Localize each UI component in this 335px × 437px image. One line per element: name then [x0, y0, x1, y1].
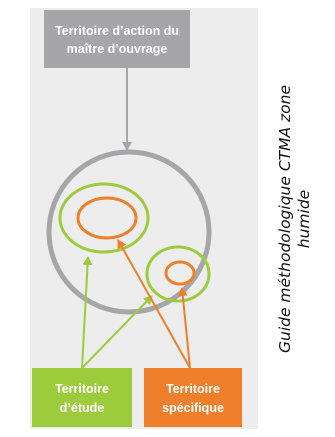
- owner-territory-label-line2: maître d’ouvrage: [67, 42, 168, 56]
- study-territory-box: [32, 368, 132, 427]
- territory-diagram: Territoire d’action du maître d’ouvrage …: [32, 10, 242, 427]
- study-territory-label-line1: Territoire: [55, 382, 109, 396]
- specific-territory-label-line2: spécifique: [162, 401, 224, 415]
- study-territory-ellipse-right: [145, 245, 211, 303]
- side-caption: Guide méthodologique CTMA zone humide: [270, 8, 320, 429]
- study-arrow-left: [81, 256, 93, 369]
- specific-arrow-right: [177, 287, 191, 369]
- study-arrow-right: [81, 295, 153, 369]
- side-caption-line1: Guide méthodologique CTMA zone: [276, 84, 294, 353]
- specific-territory-label-line1: Territoire: [166, 382, 220, 396]
- specific-arrow-left: [117, 239, 191, 369]
- owner-territory-box: [44, 10, 190, 68]
- owner-territory-label-line1: Territoire d’action du: [55, 24, 179, 38]
- study-territory-label-line2: d’étude: [60, 401, 104, 415]
- specific-territory-ellipse-right: [164, 260, 196, 286]
- side-caption-text: Guide méthodologique CTMA zone humide: [276, 19, 314, 419]
- specific-territory-box: [144, 368, 242, 427]
- diagram-panel: Territoire d’action du maître d’ouvrage …: [30, 8, 258, 429]
- study-territory-ellipse-left: [58, 182, 150, 254]
- owner-territory-circle: [46, 149, 212, 315]
- specific-territory-ellipse-left: [76, 196, 138, 240]
- side-caption-line2: humide: [295, 189, 313, 248]
